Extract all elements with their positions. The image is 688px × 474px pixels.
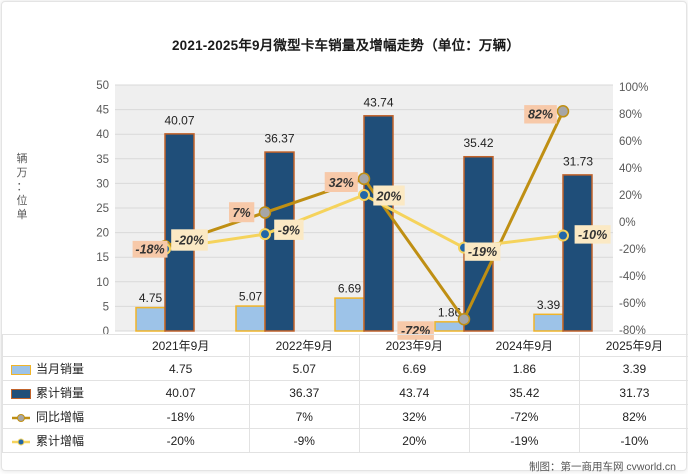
- svg-text:20%: 20%: [375, 189, 401, 203]
- svg-text:0%: 0%: [619, 217, 636, 229]
- svg-text:4.75: 4.75: [139, 291, 163, 305]
- svg-text:40%: 40%: [619, 163, 642, 175]
- svg-text:20%: 20%: [619, 190, 642, 202]
- svg-text:5: 5: [103, 301, 109, 313]
- svg-text:35: 35: [96, 154, 109, 166]
- svg-text:82%: 82%: [528, 108, 553, 122]
- svg-text:45: 45: [96, 105, 109, 117]
- svg-text:-9%: -9%: [278, 224, 300, 238]
- svg-text:-19%: -19%: [468, 245, 497, 259]
- svg-text:30: 30: [96, 178, 109, 190]
- svg-text:20: 20: [96, 228, 109, 240]
- svg-text:60%: 60%: [619, 136, 642, 148]
- svg-text:40.07: 40.07: [164, 114, 194, 128]
- svg-text:31.73: 31.73: [563, 155, 593, 169]
- svg-text:35.42: 35.42: [463, 136, 493, 150]
- svg-text:32%: 32%: [329, 176, 354, 190]
- svg-text:-60%: -60%: [619, 298, 646, 310]
- svg-text:25: 25: [96, 203, 109, 215]
- svg-text:40: 40: [96, 129, 109, 141]
- svg-text:3.39: 3.39: [537, 298, 561, 312]
- svg-text:5.07: 5.07: [239, 290, 263, 304]
- svg-text:36.37: 36.37: [264, 132, 294, 146]
- svg-text:50: 50: [96, 80, 109, 92]
- svg-text:-10%: -10%: [578, 228, 607, 242]
- svg-text:7%: 7%: [233, 206, 251, 220]
- svg-text:100%: 100%: [619, 82, 648, 94]
- svg-text:15: 15: [96, 252, 109, 264]
- svg-text:10: 10: [96, 277, 109, 289]
- svg-text:-18%: -18%: [135, 243, 164, 257]
- svg-text:80%: 80%: [619, 109, 642, 121]
- svg-text:-20%: -20%: [619, 244, 646, 256]
- svg-text:43.74: 43.74: [363, 96, 393, 110]
- svg-text:-20%: -20%: [175, 233, 204, 247]
- svg-text:-40%: -40%: [619, 271, 646, 283]
- svg-text:6.69: 6.69: [338, 282, 362, 296]
